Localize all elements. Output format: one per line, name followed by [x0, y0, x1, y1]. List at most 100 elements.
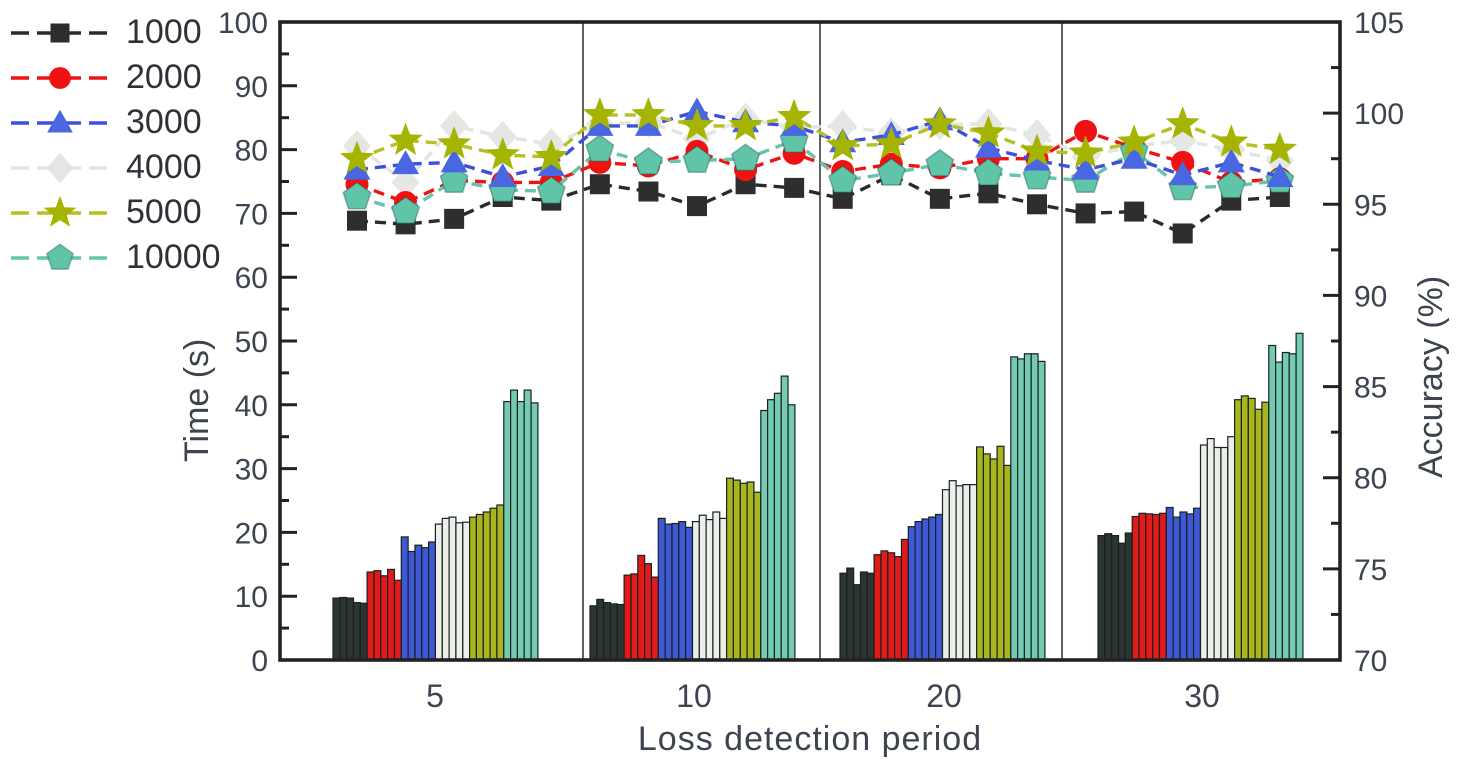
time-bar [1003, 464, 1012, 661]
marker-diamond [440, 109, 469, 142]
right-tick-label: 85 [1354, 372, 1387, 405]
time-bar [1111, 534, 1120, 661]
accuracy-series-1000 [347, 165, 1290, 244]
marker-star [1214, 124, 1249, 157]
time-bar [637, 554, 646, 661]
time-bar [516, 401, 525, 661]
time-bar [1186, 513, 1195, 661]
time-bar [664, 523, 673, 661]
accuracy-series-3000 [343, 97, 1294, 187]
time-bar [387, 568, 396, 661]
time-bar [928, 516, 937, 661]
time-bar [346, 597, 355, 661]
time-bar [853, 584, 862, 661]
legend-marker-icon-star [11, 195, 109, 227]
time-bar [657, 517, 666, 661]
marker-star [679, 107, 715, 141]
time-bar [650, 576, 659, 661]
time-bar [1281, 351, 1290, 661]
time-bar [448, 516, 457, 661]
legend-item-2000: 2000 [8, 55, 221, 100]
time-bar [893, 555, 903, 661]
time-bar [1124, 532, 1133, 661]
time-bar [753, 491, 762, 661]
time-bar [503, 401, 512, 661]
marker-star [825, 128, 860, 161]
time-bar [393, 579, 402, 661]
time-bar [1254, 408, 1263, 661]
time-bar [510, 389, 519, 661]
marker-star [777, 98, 812, 132]
marker-star [582, 97, 617, 130]
time-bar [1138, 512, 1147, 661]
marker-triangle [392, 150, 420, 175]
marker-pentagon [973, 157, 1004, 186]
time-bar [1268, 344, 1277, 661]
marker-star [922, 106, 957, 139]
marker-square [347, 210, 367, 231]
marker-star [1068, 135, 1103, 168]
time-bar [421, 547, 430, 661]
marker-diamond [391, 166, 420, 199]
time-bar [380, 575, 389, 661]
legend-item-10000: 10000 [8, 235, 221, 280]
accuracy-line-5000 [356, 113, 1281, 161]
time-bar [428, 541, 437, 661]
time-bar [746, 481, 755, 661]
marker-pentagon [682, 145, 712, 174]
time-bar [1295, 332, 1304, 661]
marker-square [1075, 203, 1096, 224]
time-bar [1010, 356, 1019, 661]
time-bar [1288, 353, 1297, 661]
legend-item-3000: 3000 [8, 100, 221, 145]
time-bar [1247, 397, 1256, 661]
left-tick-label: 70 [235, 198, 268, 231]
time-bar [691, 520, 700, 661]
legend-label: 1000 [126, 13, 202, 51]
legend-label: 5000 [126, 193, 202, 231]
time-bar [1131, 515, 1140, 661]
legend-label: 2000 [126, 58, 202, 96]
time-bar [846, 567, 855, 661]
time-bar [873, 554, 882, 661]
group-label-20: 20 [926, 678, 962, 714]
accuracy-series-10000 [342, 125, 1295, 225]
marker-pentagon [828, 165, 858, 194]
time-bar [1158, 512, 1167, 661]
left-tick-label: 90 [235, 71, 268, 104]
time-bar [469, 516, 478, 661]
marker-pentagon [46, 242, 74, 270]
left-tick-label: 80 [235, 135, 268, 168]
marker-pentagon [925, 148, 955, 177]
time-bar [523, 389, 532, 661]
marker-star [874, 126, 909, 159]
marker-square [50, 23, 70, 42]
time-bar [1117, 542, 1126, 661]
marker-pentagon [1216, 170, 1246, 199]
legend-label: 10000 [126, 238, 221, 276]
time-bar [1199, 444, 1208, 661]
time-bar [1220, 446, 1229, 661]
marker-pentagon [342, 181, 372, 210]
right-tick-label: 70 [1354, 645, 1387, 678]
time-bar [969, 484, 978, 661]
marker-star [728, 107, 763, 141]
time-bar [589, 605, 598, 661]
legend-marker-icon-triangle [11, 109, 109, 132]
time-bar [839, 572, 848, 661]
time-bar [1261, 401, 1270, 661]
left-tick-label: 0 [251, 645, 268, 678]
marker-star [971, 115, 1006, 148]
x-axis-title: Loss detection period [637, 720, 983, 758]
marker-star [1262, 131, 1297, 165]
time-bar [1165, 506, 1174, 661]
time-bar [880, 550, 889, 661]
marker-star [1117, 124, 1152, 157]
time-bar [712, 511, 721, 661]
time-bar [739, 482, 748, 661]
time-bar [996, 445, 1005, 661]
legend-item-5000: 5000 [8, 190, 221, 235]
time-bar [773, 392, 782, 661]
time-bar [719, 517, 728, 661]
